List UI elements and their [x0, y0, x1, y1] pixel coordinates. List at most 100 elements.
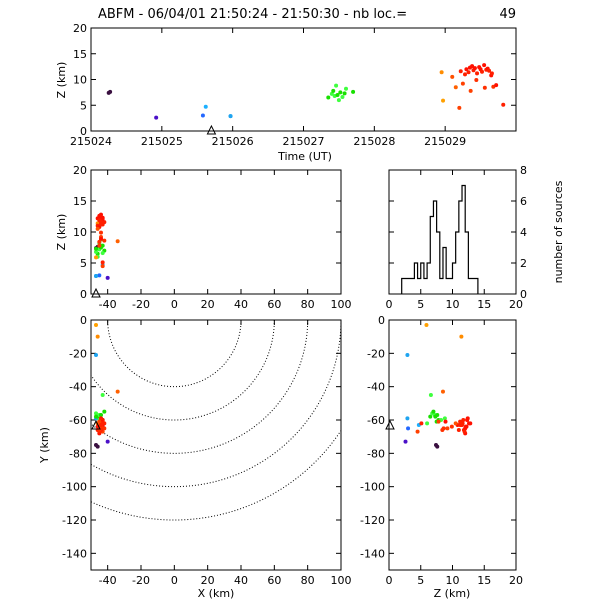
source-point	[439, 70, 444, 75]
source-point	[464, 67, 469, 72]
source-point	[342, 91, 347, 96]
plan-ytick-label: -40	[69, 381, 87, 394]
source-point	[97, 239, 102, 244]
z-y-ytick-label: 0	[378, 314, 385, 327]
histogram-ytick-label: 8	[520, 164, 527, 177]
source-point	[115, 239, 120, 244]
z-y-ytick-label: -140	[360, 547, 385, 560]
source-point	[108, 89, 113, 94]
source-point	[329, 91, 334, 96]
time-height-xtick-label: 215026	[212, 135, 254, 148]
source-point	[428, 414, 433, 419]
histogram-ytick-label: 2	[520, 257, 527, 270]
source-point	[340, 95, 345, 100]
source-point	[431, 409, 436, 414]
source-point	[440, 428, 445, 432]
source-point	[100, 260, 105, 265]
panel-z-y: 0 5 10 15 20 0 -20 -40 -60 -80 -100 -120 -140 Z (km…	[360, 314, 523, 600]
plan-ytick-label: -60	[69, 414, 87, 427]
source-point	[95, 334, 100, 339]
ylabel-time-height: Z (km)	[55, 62, 68, 99]
chart-title: ABFM - 06/04/01 21:50:24 - 21:50:30 - nb…	[98, 7, 407, 22]
source-point	[99, 423, 103, 427]
time-height-ytick-label: 0	[80, 125, 87, 138]
source-point	[450, 74, 455, 79]
source-point	[338, 90, 343, 95]
source-point	[457, 105, 462, 110]
yticks-x-height: 0 5 10 15 20	[73, 164, 341, 301]
source-point	[99, 413, 103, 417]
source-point	[466, 70, 471, 75]
plan-xtick-label: 40	[234, 574, 248, 587]
source-point	[424, 323, 429, 327]
source-point	[463, 424, 468, 429]
source-point	[100, 264, 105, 269]
plan-ytick-label: -100	[62, 481, 87, 494]
xlabel-z-y: Z (km)	[434, 587, 471, 600]
x-height-xtick-label: 40	[234, 298, 248, 311]
xticks-x-height: -40 -20 0 20 40 60 80 100	[99, 170, 352, 311]
yticks-histogram: 0 2 4 6 8	[389, 164, 527, 301]
x-height-ytick-label: 0	[80, 288, 87, 301]
source-point	[97, 273, 102, 278]
plan-ytick-label: -120	[62, 514, 87, 527]
plan-xtick-label: 20	[201, 574, 215, 587]
source-point	[351, 89, 356, 94]
z-y-xtick-label: 10	[446, 574, 460, 587]
source-point	[459, 334, 464, 339]
range-ring	[91, 320, 275, 421]
frame-time-height	[90, 27, 517, 132]
source-point	[442, 416, 447, 421]
time-height-xtick-label: 215024	[70, 135, 112, 148]
time-height-xtick-label: 215029	[424, 135, 466, 148]
source-point	[336, 98, 341, 103]
source-point	[94, 414, 98, 419]
points-x-height	[91, 212, 120, 298]
source-point	[449, 424, 454, 429]
source-point	[456, 428, 461, 432]
z-y-ytick-label: -120	[360, 514, 385, 527]
x-height-ytick-label: 20	[73, 164, 87, 177]
plan-xtick-label: -40	[99, 574, 117, 587]
station-triangle-icon	[385, 419, 395, 430]
xlabel-time-height: Time (UT)	[277, 150, 332, 163]
source-point	[472, 66, 477, 71]
source-point	[200, 113, 205, 118]
source-point	[99, 212, 103, 217]
source-point	[487, 68, 492, 73]
source-point	[465, 416, 470, 421]
source-point	[425, 421, 430, 426]
x-height-ytick-label: 5	[80, 257, 87, 270]
source-point	[115, 389, 120, 394]
x-height-xtick-label: -40	[99, 298, 117, 311]
plan-ytick-label: -140	[62, 547, 87, 560]
xticks-histogram: 0 5 10 15 20	[386, 170, 523, 311]
source-point	[489, 71, 494, 76]
source-point	[344, 86, 348, 91]
source-point	[406, 426, 411, 431]
points-plan	[91, 323, 120, 449]
x-height-xtick-label: 80	[301, 298, 315, 311]
source-point	[94, 246, 98, 251]
time-height-ytick-label: 20	[73, 22, 87, 35]
source-point	[403, 439, 408, 444]
histogram-xtick-label: 10	[446, 298, 460, 311]
source-point	[460, 81, 465, 86]
z-y-xtick-label: 15	[477, 574, 491, 587]
source-point	[443, 419, 448, 424]
source-point	[428, 393, 433, 397]
histogram-steps	[401, 184, 479, 294]
source-point	[228, 114, 233, 119]
source-count: 49	[499, 7, 516, 22]
points-z-y	[385, 323, 473, 449]
source-point	[458, 69, 463, 74]
source-point	[482, 63, 487, 68]
source-point	[94, 255, 98, 260]
source-point	[334, 83, 339, 88]
source-point	[474, 78, 479, 83]
plan-ytick-label: -80	[69, 447, 87, 460]
x-height-xtick-label: 60	[267, 298, 281, 311]
histogram-ytick-label: 0	[520, 288, 527, 301]
z-y-xtick-label: 20	[509, 574, 523, 587]
